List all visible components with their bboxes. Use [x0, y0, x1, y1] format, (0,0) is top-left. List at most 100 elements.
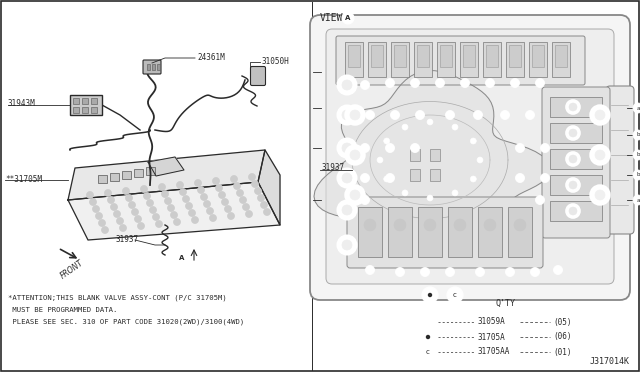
Bar	[532, 45, 544, 67]
Circle shape	[102, 227, 109, 234]
Circle shape	[104, 189, 111, 196]
Circle shape	[514, 219, 526, 231]
Bar	[508, 207, 532, 257]
Circle shape	[385, 78, 394, 87]
Text: (01): (01)	[553, 347, 572, 356]
Circle shape	[125, 195, 132, 202]
Circle shape	[633, 150, 640, 160]
Text: **31705M: **31705M	[5, 174, 42, 183]
Text: 31705AA: 31705AA	[478, 347, 510, 356]
Bar	[70, 95, 102, 115]
Circle shape	[569, 103, 577, 111]
Circle shape	[452, 190, 458, 196]
Circle shape	[500, 110, 509, 119]
Circle shape	[633, 103, 640, 113]
Circle shape	[591, 146, 609, 164]
Bar	[440, 45, 452, 67]
Circle shape	[129, 202, 136, 208]
Circle shape	[113, 211, 120, 218]
Circle shape	[435, 78, 445, 87]
Bar	[414, 42, 432, 77]
Circle shape	[198, 186, 205, 193]
Circle shape	[86, 192, 93, 199]
Circle shape	[177, 182, 184, 189]
Circle shape	[384, 176, 390, 182]
Circle shape	[338, 106, 356, 124]
Circle shape	[342, 110, 352, 120]
Circle shape	[212, 177, 220, 185]
Circle shape	[360, 196, 369, 205]
Circle shape	[360, 173, 369, 183]
Circle shape	[147, 199, 154, 206]
Circle shape	[531, 267, 540, 276]
Bar	[134, 169, 143, 177]
Circle shape	[120, 224, 127, 231]
Circle shape	[200, 193, 207, 201]
Circle shape	[246, 211, 253, 218]
Circle shape	[452, 124, 458, 130]
Circle shape	[170, 212, 177, 218]
Text: Q'TY: Q'TY	[495, 298, 515, 308]
Circle shape	[338, 139, 356, 157]
Bar	[437, 42, 455, 77]
Circle shape	[429, 294, 431, 296]
Text: 31937: 31937	[115, 234, 138, 244]
Circle shape	[239, 196, 246, 203]
Circle shape	[248, 173, 255, 180]
Circle shape	[424, 219, 436, 231]
Circle shape	[350, 190, 360, 200]
Circle shape	[566, 204, 580, 218]
Text: *ATTENTION;THIS BLANK VALVE ASSY-CONT (P/C 31705M): *ATTENTION;THIS BLANK VALVE ASSY-CONT (P…	[8, 295, 227, 301]
Circle shape	[152, 214, 159, 221]
Circle shape	[390, 110, 399, 119]
Bar	[157, 64, 160, 70]
Circle shape	[141, 186, 147, 192]
Circle shape	[179, 189, 186, 196]
Circle shape	[515, 173, 525, 183]
Text: 31937: 31937	[322, 164, 345, 173]
Circle shape	[108, 196, 115, 203]
Circle shape	[427, 119, 433, 125]
Bar	[430, 169, 440, 181]
Bar	[529, 42, 547, 77]
Bar	[388, 207, 412, 257]
Circle shape	[477, 157, 483, 163]
Bar	[410, 169, 420, 181]
Circle shape	[364, 219, 376, 231]
Circle shape	[90, 199, 97, 205]
Circle shape	[342, 12, 354, 24]
Bar	[73, 107, 79, 113]
Text: 31050H: 31050H	[262, 57, 290, 65]
Circle shape	[159, 183, 166, 190]
Circle shape	[252, 180, 259, 187]
Circle shape	[515, 144, 525, 153]
Circle shape	[221, 199, 228, 205]
Bar	[506, 42, 524, 77]
Circle shape	[595, 150, 605, 160]
Circle shape	[426, 336, 429, 339]
Circle shape	[350, 110, 360, 120]
Circle shape	[218, 192, 225, 199]
Circle shape	[384, 138, 390, 144]
Circle shape	[422, 287, 438, 303]
Circle shape	[189, 209, 195, 217]
Circle shape	[410, 78, 419, 87]
Circle shape	[536, 78, 545, 87]
Circle shape	[264, 208, 271, 215]
Circle shape	[566, 100, 580, 114]
Bar	[550, 97, 602, 117]
Text: a: a	[636, 198, 640, 202]
Circle shape	[175, 251, 189, 265]
Bar	[91, 107, 97, 113]
Circle shape	[350, 150, 360, 160]
Circle shape	[569, 207, 577, 215]
Bar	[98, 175, 107, 183]
Circle shape	[525, 110, 534, 119]
Bar	[552, 42, 570, 77]
Text: A: A	[179, 255, 185, 261]
Circle shape	[93, 205, 99, 212]
Circle shape	[402, 190, 408, 196]
FancyBboxPatch shape	[542, 87, 610, 238]
Circle shape	[541, 144, 550, 153]
Bar	[550, 123, 602, 143]
